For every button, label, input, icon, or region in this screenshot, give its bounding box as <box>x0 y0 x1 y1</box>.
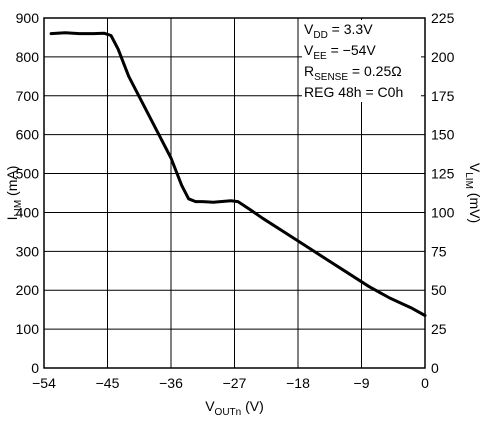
y-right-tick-label: 75 <box>431 243 447 259</box>
y-left-tick-label: 700 <box>16 88 40 104</box>
x-axis-title-unit: (V) <box>241 398 264 414</box>
annotation-background <box>302 20 421 102</box>
y-right-axis-title-main: V <box>467 163 483 173</box>
x-axis-title: VOUTn (V) <box>205 398 264 418</box>
y-right-tick-label: 100 <box>431 204 455 220</box>
y-left-tick-label: 100 <box>16 321 40 337</box>
y-left-tick-labels: 0 100 200 300 400 500 600 700 800 900 <box>16 10 40 376</box>
annotation-sub: SENSE <box>314 72 348 83</box>
y-left-axis-title-main: I <box>4 217 20 221</box>
ilim-curve <box>49 31 427 317</box>
y-right-tick-label: 50 <box>431 282 447 298</box>
y-left-tick-label: 0 <box>31 360 39 376</box>
y-right-axis-title-sub: LIM <box>463 172 474 189</box>
condition-annotation: RSENSE = 0.25Ω <box>304 63 402 83</box>
y-right-tick-label: 175 <box>431 88 455 104</box>
y-left-tick-label: 500 <box>16 166 40 182</box>
y-left-tick-label: 900 <box>16 10 40 26</box>
y-left-tick-label: 400 <box>16 204 40 220</box>
y-right-tick-labels: 0 25 50 75 100 125 150 175 200 225 <box>431 10 455 376</box>
y-left-tick-label: 300 <box>16 243 40 259</box>
y-left-tick-label: 200 <box>16 282 40 298</box>
y-left-axis-title-unit: (mA) <box>4 166 20 200</box>
x-tick-label: −9 <box>354 375 370 391</box>
annotation-main: R <box>304 63 314 79</box>
y-left-tick-label: 800 <box>16 49 40 65</box>
condition-annotation: VEE = −54V <box>304 42 376 62</box>
curve-layer <box>49 31 427 317</box>
x-tick-labels: −54 −45 −36 −27 −18 −9 0 <box>32 375 429 391</box>
y-right-tick-label: 125 <box>431 166 455 182</box>
annotation-main: V <box>304 42 314 58</box>
y-right-tick-label: 200 <box>431 49 455 65</box>
y-left-tick-label: 600 <box>16 127 40 143</box>
annotation-value: = 0.25Ω <box>348 63 402 79</box>
annotation-value: = 3.3V <box>328 21 373 37</box>
y-right-axis-title-unit: (mV) <box>467 189 483 223</box>
annotation-main: REG 48h = C0h <box>304 84 403 100</box>
annotation-main: V <box>304 21 314 37</box>
condition-annotation: VDD = 3.3V <box>304 21 373 41</box>
y-left-axis-title: ILIM (mA) <box>4 166 24 221</box>
x-tick-label: −36 <box>159 375 183 391</box>
condition-annotation: REG 48h = C0h <box>304 84 403 100</box>
x-axis-title-sub: OUTn <box>215 407 242 418</box>
annotation-sub: EE <box>313 51 327 62</box>
x-tick-label: −27 <box>223 375 247 391</box>
x-axis-title-main: V <box>205 398 215 414</box>
annotation-value: = −54V <box>327 42 377 58</box>
x-tick-label: 0 <box>421 375 429 391</box>
y-right-tick-label: 25 <box>431 321 447 337</box>
y-right-tick-label: 0 <box>431 360 439 376</box>
x-tick-label: −54 <box>32 375 56 391</box>
y-right-tick-label: 225 <box>431 10 455 26</box>
y-right-tick-label: 150 <box>431 127 455 143</box>
y-right-axis-title: VLIM (mV) <box>463 163 483 223</box>
plot-frame <box>43 17 426 369</box>
y-left-axis-title-sub: LIM <box>13 200 24 217</box>
x-tick-label: −45 <box>96 375 120 391</box>
x-tick-label: −18 <box>286 375 310 391</box>
annotation-sub: DD <box>313 30 327 41</box>
